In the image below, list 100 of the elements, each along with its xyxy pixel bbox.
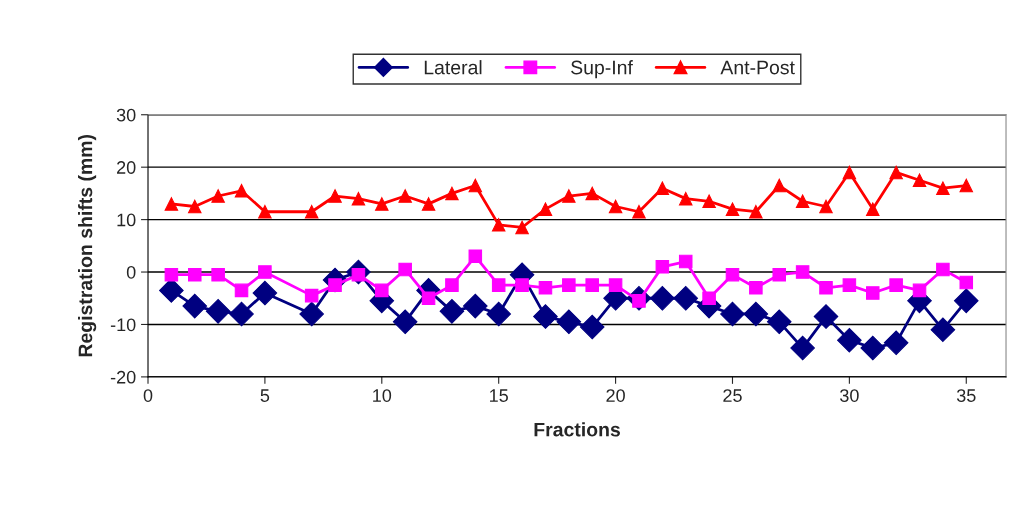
point xyxy=(439,299,465,324)
point xyxy=(182,293,208,319)
point xyxy=(445,278,459,292)
point xyxy=(650,285,675,311)
point xyxy=(463,293,488,319)
point xyxy=(205,299,231,324)
point xyxy=(842,165,857,180)
point xyxy=(579,314,605,340)
point xyxy=(678,191,693,206)
point xyxy=(211,189,225,203)
y-tick-label: 20 xyxy=(117,161,136,174)
point xyxy=(538,202,553,216)
point xyxy=(229,301,254,327)
point xyxy=(889,165,903,180)
point xyxy=(515,220,529,235)
x-tick-label: 25 xyxy=(723,389,742,402)
point xyxy=(702,194,716,209)
point xyxy=(375,283,389,298)
point xyxy=(392,309,418,335)
x-tick-label: 30 xyxy=(840,389,859,402)
point xyxy=(187,199,202,214)
point xyxy=(819,199,833,214)
point xyxy=(351,191,366,206)
point xyxy=(234,184,249,198)
legend-label: Lateral xyxy=(424,60,482,75)
point xyxy=(953,288,979,314)
x-tick-label: 15 xyxy=(490,389,508,402)
point xyxy=(673,285,699,311)
point xyxy=(959,178,974,193)
point xyxy=(304,288,319,303)
y-tick-label: -10 xyxy=(110,318,136,332)
point xyxy=(164,267,179,282)
point xyxy=(421,291,436,306)
point xyxy=(632,204,646,219)
point xyxy=(299,301,324,327)
point xyxy=(889,278,903,292)
point xyxy=(678,254,693,269)
point xyxy=(743,301,769,327)
point xyxy=(842,278,857,292)
point xyxy=(790,335,815,361)
point xyxy=(398,262,412,277)
x-tick-label: 10 xyxy=(373,389,392,402)
point xyxy=(187,267,202,282)
point xyxy=(234,283,249,298)
legend-label: Ant-Post xyxy=(720,60,795,75)
x-tick-label: 35 xyxy=(956,389,976,402)
point xyxy=(860,335,886,361)
point xyxy=(608,278,623,292)
legend-label: Sup-Inf xyxy=(571,60,633,79)
point xyxy=(655,260,670,274)
point xyxy=(258,204,272,219)
point xyxy=(959,275,974,290)
point xyxy=(819,280,833,295)
point xyxy=(562,278,576,292)
point xyxy=(468,178,483,193)
point xyxy=(772,267,787,282)
x-axis-title: Fractions xyxy=(534,422,620,437)
point xyxy=(515,278,529,292)
x-tick-label: 20 xyxy=(606,389,625,402)
point xyxy=(813,304,839,329)
point xyxy=(375,197,389,211)
point xyxy=(865,286,880,300)
point xyxy=(328,189,342,203)
point xyxy=(720,301,745,327)
point xyxy=(159,278,184,303)
point xyxy=(533,304,558,329)
y-tick-label: 10 xyxy=(117,213,136,227)
point xyxy=(445,186,459,201)
point xyxy=(865,202,880,216)
point xyxy=(655,181,670,195)
point xyxy=(491,278,506,292)
point xyxy=(486,301,511,327)
point xyxy=(702,291,716,306)
point xyxy=(252,280,278,306)
y-tick-label: 0 xyxy=(126,265,136,279)
point xyxy=(585,186,599,201)
point xyxy=(538,280,553,295)
point xyxy=(749,204,763,219)
point xyxy=(585,278,599,292)
point xyxy=(772,178,787,193)
point xyxy=(562,189,576,203)
point xyxy=(164,197,179,211)
point xyxy=(936,262,950,277)
point xyxy=(837,327,862,353)
point xyxy=(725,267,740,282)
point xyxy=(304,204,319,219)
point xyxy=(930,317,956,343)
x-tick-label: 0 xyxy=(143,389,153,402)
point xyxy=(725,202,740,216)
y-tick-label: 30 xyxy=(116,108,136,122)
point xyxy=(491,218,506,232)
point xyxy=(795,265,810,279)
point xyxy=(749,280,763,295)
y-tick-label: -20 xyxy=(110,370,136,384)
point xyxy=(258,265,272,279)
y-axis-title: Registration shifts (mm) xyxy=(78,134,97,357)
point xyxy=(883,330,909,356)
point xyxy=(766,309,792,335)
point xyxy=(556,309,582,335)
point xyxy=(421,197,436,211)
